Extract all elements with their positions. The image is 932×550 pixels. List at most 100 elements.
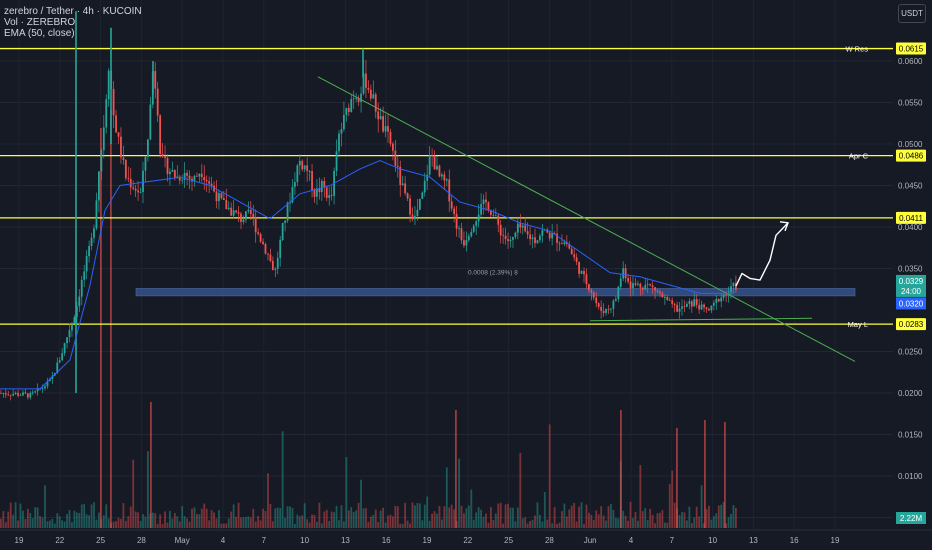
candle-body bbox=[661, 293, 664, 298]
candle-body bbox=[232, 210, 235, 216]
candle-body bbox=[303, 165, 306, 170]
ema-line bbox=[0, 160, 734, 390]
volume-bar bbox=[392, 516, 394, 528]
candle-body bbox=[210, 183, 213, 186]
volume-bar bbox=[465, 508, 468, 528]
candle-body bbox=[487, 202, 490, 211]
volume-bar bbox=[230, 511, 233, 528]
currency-button[interactable]: USDT bbox=[898, 4, 926, 23]
time-tick-label: 25 bbox=[504, 536, 513, 545]
candle-body bbox=[436, 165, 438, 170]
candle-body bbox=[340, 129, 343, 134]
candle-body bbox=[443, 174, 446, 181]
volume-bar bbox=[26, 509, 29, 528]
volume-bar bbox=[61, 520, 64, 528]
volume-bar bbox=[661, 510, 664, 528]
candle-body bbox=[475, 221, 478, 226]
volume-bar bbox=[0, 518, 2, 528]
level-label: May L bbox=[848, 320, 868, 329]
volume-bar bbox=[516, 507, 519, 528]
volume-bar bbox=[445, 467, 448, 528]
candle-body bbox=[120, 136, 122, 158]
volume-bar bbox=[401, 523, 404, 528]
volume-bar bbox=[235, 516, 237, 528]
candle-body bbox=[673, 303, 676, 305]
volume-bar bbox=[330, 511, 333, 528]
volume-bar bbox=[565, 516, 568, 528]
candle-body bbox=[338, 133, 340, 152]
volume-bar bbox=[482, 516, 485, 528]
candle-body bbox=[34, 391, 37, 393]
candle-body bbox=[335, 151, 338, 171]
volume-bar bbox=[88, 515, 90, 528]
candle-body bbox=[531, 237, 534, 240]
chart-grid bbox=[0, 0, 893, 530]
candle-body bbox=[343, 115, 345, 130]
candle-body bbox=[514, 232, 517, 237]
volume-bar bbox=[659, 512, 661, 528]
candle-body bbox=[107, 70, 110, 100]
volume-bar bbox=[142, 514, 144, 528]
volume-bar bbox=[695, 506, 698, 528]
candle-body bbox=[372, 94, 375, 99]
volume-bar bbox=[227, 518, 230, 528]
candle-body bbox=[328, 195, 331, 198]
volume-bar bbox=[490, 507, 492, 528]
candle-body bbox=[208, 181, 211, 184]
volume-bar bbox=[357, 502, 360, 528]
ema-label: EMA (50, close) bbox=[4, 28, 75, 39]
time-tick-label: 13 bbox=[749, 536, 758, 545]
candle-body bbox=[597, 303, 600, 307]
volume-bar bbox=[600, 506, 603, 528]
projection-arrowhead bbox=[779, 221, 789, 232]
candle-body bbox=[627, 278, 629, 282]
volume-bar bbox=[213, 512, 215, 528]
volume-bar bbox=[115, 521, 117, 528]
volume-bar bbox=[110, 110, 112, 528]
volume-bar bbox=[31, 518, 34, 528]
price-tick-label: 0.0100 bbox=[898, 472, 923, 481]
volume-bar bbox=[379, 510, 382, 528]
volume-bar bbox=[147, 451, 149, 528]
candle-body bbox=[56, 362, 59, 374]
candle-body bbox=[617, 286, 620, 299]
volume-bar bbox=[360, 479, 362, 528]
volume-bar bbox=[472, 519, 475, 528]
candle-body bbox=[269, 254, 272, 261]
volume-bar bbox=[720, 504, 723, 528]
volume-bar bbox=[595, 510, 598, 528]
volume-bar bbox=[637, 520, 639, 528]
candle-body bbox=[276, 257, 279, 269]
volume-bar bbox=[225, 523, 228, 528]
time-tick-label: 19 bbox=[831, 536, 840, 545]
candle-body bbox=[431, 155, 433, 157]
volume-bar bbox=[622, 510, 625, 528]
volume-bar bbox=[154, 513, 157, 528]
candle-body bbox=[556, 233, 558, 243]
candle-body bbox=[477, 214, 480, 222]
volume-bar bbox=[159, 514, 162, 528]
candle-body bbox=[230, 207, 233, 216]
volume-bar bbox=[632, 517, 634, 528]
candle-body bbox=[695, 299, 698, 305]
candle-body bbox=[2, 393, 5, 394]
candle-body bbox=[668, 300, 671, 301]
candle-body bbox=[502, 235, 505, 237]
candle-body bbox=[63, 343, 66, 354]
candle-body bbox=[492, 214, 495, 216]
volume-bar bbox=[325, 509, 328, 528]
volume-bar bbox=[588, 512, 590, 528]
candle-body bbox=[318, 188, 321, 193]
candle-body bbox=[703, 304, 705, 308]
candle-body bbox=[521, 225, 524, 228]
volume-bar bbox=[208, 520, 211, 528]
volume-bar bbox=[53, 523, 56, 528]
candle-body bbox=[612, 300, 615, 309]
volume-bar bbox=[132, 459, 135, 528]
volume-bar bbox=[448, 507, 451, 528]
candle-body bbox=[41, 388, 44, 390]
candle-body bbox=[686, 303, 688, 307]
candle-body bbox=[526, 231, 529, 235]
volume-bar bbox=[151, 512, 154, 528]
